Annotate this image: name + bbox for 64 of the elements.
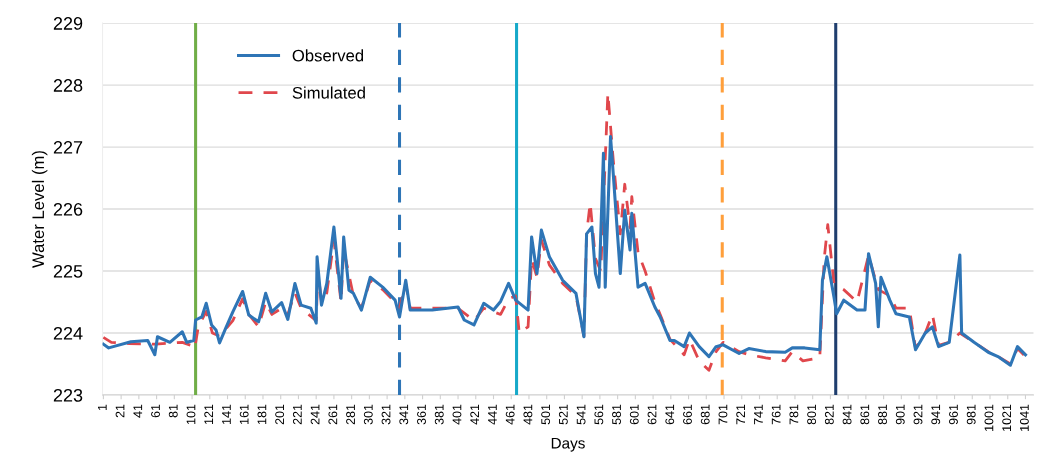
x-tick-label: 641 (665, 404, 675, 425)
x-tick-label: 881 (878, 404, 887, 425)
x-tick-label: 41 (133, 404, 143, 418)
x-tick-label: 941 (931, 404, 941, 425)
x-tick-label: 321 (381, 404, 391, 425)
x-tick-label: 261 (328, 404, 338, 425)
x-tick-label: 661 (683, 404, 692, 425)
x-tick-label: 141 (222, 404, 231, 424)
x-tick-label: 621 (647, 404, 657, 425)
x-tick-label: 761 (771, 404, 781, 425)
x-tick-label: 281 (346, 404, 355, 425)
x-tick-label: 961 (949, 404, 958, 425)
y-tick-label: 225 (53, 264, 83, 278)
x-tick-label: 861 (860, 404, 870, 425)
x-tick-label: 241 (310, 404, 320, 425)
x-tick-label: 901 (895, 404, 905, 425)
x-tick-label: 501 (541, 404, 551, 425)
x-tick-label: 721 (736, 404, 745, 425)
x-tick-label: 581 (612, 404, 621, 425)
legend-label: Observed (292, 49, 364, 62)
x-tick-label: 161 (239, 404, 249, 424)
x-tick-label: 601 (629, 404, 639, 425)
x-axis-title: Days (551, 437, 585, 452)
x-tick-label: 121 (204, 404, 214, 424)
x-tick-label: 741 (754, 404, 763, 425)
x-tick-label: 421 (470, 404, 479, 425)
x-tick-label: 481 (523, 404, 533, 425)
legend-label: Simulated (292, 86, 365, 99)
y-tick-label: 229 (53, 17, 83, 30)
x-tick-label: 781 (789, 404, 799, 425)
x-tick-label: 441 (488, 404, 497, 425)
x-tick-label: 701 (718, 404, 728, 425)
x-tick-label: 681 (700, 404, 710, 425)
x-tick-label: 981 (966, 404, 976, 425)
x-tick-label: 221 (292, 404, 302, 425)
x-tick-label: 921 (913, 404, 923, 425)
y-tick-label: 227 (53, 141, 83, 154)
x-tick-label: 841 (842, 404, 852, 425)
x-tick-label: 341 (399, 404, 409, 425)
y-tick-label: 228 (53, 79, 83, 92)
x-tick-label: 381 (434, 404, 444, 425)
x-tick-label: 541 (576, 404, 586, 425)
x-tick-label: 201 (275, 404, 285, 425)
x-tick-label: 1021 (1002, 404, 1012, 431)
x-tick-label: 821 (824, 404, 834, 425)
x-tick-label: 461 (505, 404, 515, 425)
x-tick-label: 61 (151, 404, 160, 418)
y-tick-label: 223 (53, 388, 83, 402)
x-tick-label: 1 (98, 404, 107, 411)
x-tick-label: 521 (558, 404, 568, 425)
x-tick-label: 1041 (1019, 404, 1029, 431)
y-tick-label: 226 (53, 202, 83, 216)
x-tick-label: 1001 (984, 404, 994, 431)
x-tick-label: 361 (417, 404, 426, 425)
x-tick-label: 401 (452, 404, 462, 425)
x-tick-label: 561 (594, 404, 604, 425)
x-tick-label: 181 (257, 404, 267, 424)
x-tick-label: 101 (186, 404, 196, 424)
y-tick-label: 224 (53, 326, 83, 340)
y-axis-title: Water Level (m) (31, 151, 48, 268)
x-tick-label: 81 (168, 404, 178, 418)
x-tick-label: 801 (807, 404, 817, 425)
x-tick-label: 301 (363, 404, 373, 425)
x-tick-label: 21 (115, 404, 125, 418)
